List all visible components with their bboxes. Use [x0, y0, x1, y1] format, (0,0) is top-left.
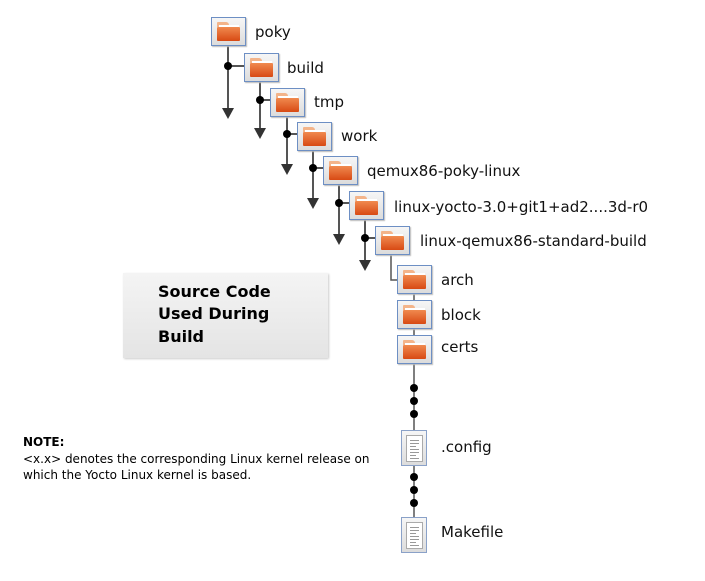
tree-item-label: certs — [441, 338, 479, 356]
tree-item-label: work — [341, 127, 378, 145]
ellipsis-dot — [410, 384, 418, 392]
folder-icon — [270, 88, 305, 117]
folder-icon — [323, 156, 358, 185]
folder-icon — [244, 53, 279, 82]
folder-icon — [397, 265, 432, 294]
junction-dot — [361, 234, 369, 242]
tree-item-label: build — [287, 59, 324, 77]
folder-icon — [397, 335, 432, 364]
ellipsis-dot — [410, 486, 418, 494]
tree-item-label: poky — [255, 23, 291, 41]
ellipsis-dot — [410, 410, 418, 418]
junction-dot — [256, 96, 264, 104]
tree-item-label: arch — [441, 271, 474, 289]
tree-item-label: .config — [441, 438, 492, 456]
note-text: <x.x> denotes the corresponding Linux ke… — [23, 452, 370, 482]
junction-dot — [309, 164, 317, 172]
arrow-down-icon — [307, 198, 319, 209]
arrow-down-icon — [222, 108, 234, 119]
folder-icon — [397, 300, 432, 329]
arrow-down-icon — [281, 164, 293, 175]
source-box-line: Used During — [158, 304, 270, 323]
source-box-line: Source Code — [158, 282, 271, 301]
tree-item-label: linux-yocto-3.0+git1+ad2....3d-r0 — [394, 198, 649, 216]
ellipsis-dot — [410, 397, 418, 405]
tree-item-label: tmp — [314, 93, 345, 111]
connector-line — [390, 255, 398, 281]
folder-icon — [349, 191, 384, 220]
arrow-down-icon — [359, 260, 371, 271]
tree-item-label: qemux86-poky-linux — [367, 162, 521, 180]
tree-item-label: Makefile — [441, 523, 504, 541]
junction-dot — [224, 62, 232, 70]
tree-item-label: block — [441, 306, 481, 324]
arrow-down-icon — [254, 128, 266, 139]
folder-icon — [297, 122, 332, 151]
ellipsis-dot — [410, 473, 418, 481]
file-icon — [401, 517, 427, 553]
file-icon — [401, 430, 427, 466]
tree-item-label: linux-qemux86-standard-build — [420, 232, 647, 250]
folder-icon — [375, 226, 410, 255]
arrow-down-icon — [333, 234, 345, 245]
note-title: NOTE: — [23, 435, 65, 449]
folder-icon — [211, 17, 246, 46]
ellipsis-dot — [410, 499, 418, 507]
junction-dot — [283, 130, 291, 138]
source-box-line: Build — [158, 327, 205, 346]
source-code-box: Source Code Used During Build — [123, 273, 328, 358]
junction-dot — [335, 199, 343, 207]
